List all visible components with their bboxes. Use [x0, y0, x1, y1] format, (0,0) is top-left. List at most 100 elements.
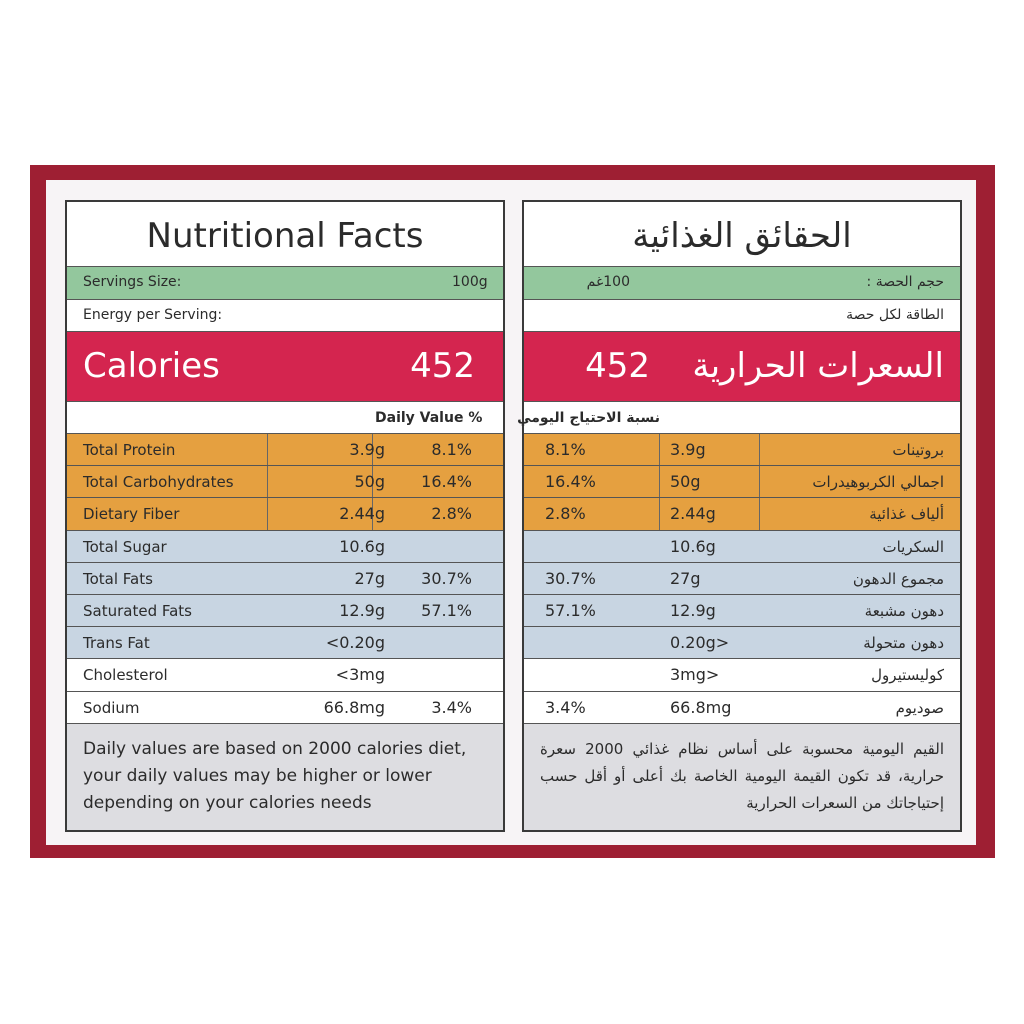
- nutrient-row: دهون متحولة <0.20g: [524, 627, 960, 660]
- daily-value-row: نسبة الاحتياج اليومي: [517, 402, 960, 434]
- footnote: Daily values are based on 2000 calories …: [83, 738, 467, 813]
- nutrient-amount: <0.20g: [325, 633, 385, 653]
- energy-row: Energy per Serving:: [67, 300, 503, 332]
- nutrient-row: دهون مشبعة 12.9g 57.1%: [524, 595, 960, 628]
- nutrient-amount: 2.44g: [339, 504, 385, 524]
- nutrient-amount: 66.8mg: [323, 697, 385, 717]
- nutrient-row: بروتينات 3.9g 8.1%: [524, 434, 960, 467]
- column-divider: [267, 434, 268, 466]
- nutrient-name: اجمالي الكربوهيدرات: [812, 473, 944, 492]
- nutrient-amount: 27g: [670, 568, 701, 588]
- nutrient-name: دهون متحولة: [863, 634, 944, 653]
- column-divider: [267, 466, 268, 498]
- nutrient-daily-value: 8.1%: [545, 440, 586, 459]
- nutrient-row: Cholesterol <3mg: [67, 659, 503, 692]
- column-divider: [372, 434, 373, 466]
- nutrient-name: السكريات: [882, 537, 944, 556]
- nutrient-name: بروتينات: [892, 441, 944, 459]
- column-divider: [659, 434, 660, 466]
- nutrient-daily-value: 57.1%: [421, 601, 472, 620]
- nutrient-daily-value: 16.4%: [545, 472, 596, 492]
- nutrient-row: Saturated Fats 12.9g 57.1%: [67, 595, 503, 628]
- calories-label: السعرات الحرارية: [692, 346, 944, 386]
- daily-value-label: نسبة الاحتياج اليومي: [517, 410, 660, 426]
- nutrient-row: Dietary Fiber 2.44g 2.8%: [67, 498, 503, 531]
- nutrient-daily-value: 57.1%: [545, 601, 596, 620]
- nutrient-name: Total Carbohydrates: [83, 473, 234, 492]
- servings-row: حجم الحصة : 100غم: [524, 267, 960, 300]
- nutrient-daily-value: 3.4%: [545, 697, 586, 717]
- servings-value: 100g: [452, 274, 488, 290]
- nutrient-name: Total Sugar: [83, 537, 167, 556]
- nutrient-daily-value: 30.7%: [545, 568, 596, 588]
- nutrient-amount: 10.6g: [339, 536, 385, 556]
- nutrient-row: مجموع الدهون 27g 30.7%: [524, 562, 960, 595]
- column-divider: [759, 498, 760, 530]
- nutrient-row: كوليستيرول <3mg: [524, 659, 960, 692]
- nutrient-amount: <3mg: [335, 665, 385, 685]
- nutrient-daily-value: 2.8%: [545, 504, 586, 524]
- arabic-panel: الحقائق الغذائية حجم الحصة : 100غم الطاقة ل…: [517, 200, 962, 832]
- footnote: القيم اليومية محسوبة على أساس نظام غذائي…: [540, 739, 944, 812]
- nutrient-name: Total Protein: [83, 441, 176, 459]
- nutrient-amount: 50g: [354, 472, 385, 492]
- nutrient-amount: 66.8mg: [670, 697, 732, 717]
- nutrient-daily-value: 16.4%: [421, 472, 472, 492]
- nutrient-daily-value: 2.8%: [431, 504, 472, 524]
- servings-value: 100غم: [586, 274, 630, 290]
- nutrient-row: Sodium 66.8mg 3.4%: [67, 691, 503, 724]
- title: الحقائق الغذائية: [632, 216, 852, 256]
- calories-row: السعرات الحرارية 452: [524, 332, 960, 402]
- calories-value: 452: [585, 346, 650, 386]
- servings-label: Servings Size:: [83, 274, 182, 290]
- energy-label: Energy per Serving:: [83, 307, 223, 323]
- nutrient-amount: 2.44g: [670, 504, 716, 524]
- calories-label: Calories: [83, 346, 220, 386]
- daily-value-row: Daily Value %: [67, 402, 503, 434]
- nutrient-name: Saturated Fats: [83, 602, 192, 620]
- title-row: Nutritional Facts: [67, 202, 503, 267]
- nutrient-amount: 27g: [354, 568, 385, 588]
- nutrient-amount: 50g: [670, 472, 701, 492]
- column-divider: [372, 466, 373, 498]
- energy-row: الطاقة لكل حصة: [524, 300, 960, 332]
- nutrient-daily-value: 30.7%: [421, 568, 472, 588]
- daily-value-label: Daily Value %: [375, 410, 483, 426]
- servings-label: حجم الحصة :: [866, 274, 944, 290]
- calories-value: 452: [410, 346, 475, 386]
- column-divider: [759, 434, 760, 466]
- nutrient-amount: 12.9g: [670, 601, 716, 620]
- nutrient-row: Trans Fat <0.20g: [67, 627, 503, 660]
- column-divider: [659, 498, 660, 530]
- nutrient-daily-value: 3.4%: [431, 697, 472, 717]
- nutrient-amount: 3.9g: [349, 440, 385, 459]
- footnote-row: Daily values are based on 2000 calories …: [67, 723, 503, 830]
- nutrient-amount: <3mg: [670, 665, 720, 685]
- nutrient-name: Dietary Fiber: [83, 505, 180, 524]
- nutrient-daily-value: 8.1%: [431, 440, 472, 459]
- nutrient-name: ألياف غذائية: [869, 505, 944, 524]
- nutrient-name: Trans Fat: [83, 634, 150, 653]
- nutrient-name: دهون مشبعة: [864, 602, 944, 620]
- title: Nutritional Facts: [146, 216, 424, 256]
- column-divider: [659, 466, 660, 498]
- nutrient-amount: 3.9g: [670, 440, 706, 459]
- english-panel: Nutritional Facts Servings Size: 100g Energ…: [65, 200, 505, 832]
- nutrient-row: ألياف غذائية 2.44g 2.8%: [524, 498, 960, 531]
- nutrient-row: السكريات 10.6g: [524, 530, 960, 563]
- nutrient-amount: 12.9g: [339, 601, 385, 620]
- nutrient-row: صوديوم 66.8mg 3.4%: [524, 691, 960, 724]
- footnote-row: القيم اليومية محسوبة على أساس نظام غذائي…: [524, 723, 960, 830]
- column-divider: [759, 466, 760, 498]
- nutrient-name: مجموع الدهون: [852, 569, 944, 588]
- calories-row: Calories 452: [67, 332, 503, 402]
- nutrient-row: Total Protein 3.9g 8.1%: [67, 434, 503, 467]
- nutrient-amount: <0.20g: [670, 633, 730, 653]
- nutrient-name: Cholesterol: [83, 666, 168, 685]
- nutrient-row: Total Fats 27g 30.7%: [67, 562, 503, 595]
- column-divider: [267, 498, 268, 530]
- nutrient-row: اجمالي الكربوهيدرات 50g 16.4%: [524, 466, 960, 499]
- nutrient-name: صوديوم: [895, 698, 944, 717]
- nutrient-row: Total Sugar 10.6g: [67, 530, 503, 563]
